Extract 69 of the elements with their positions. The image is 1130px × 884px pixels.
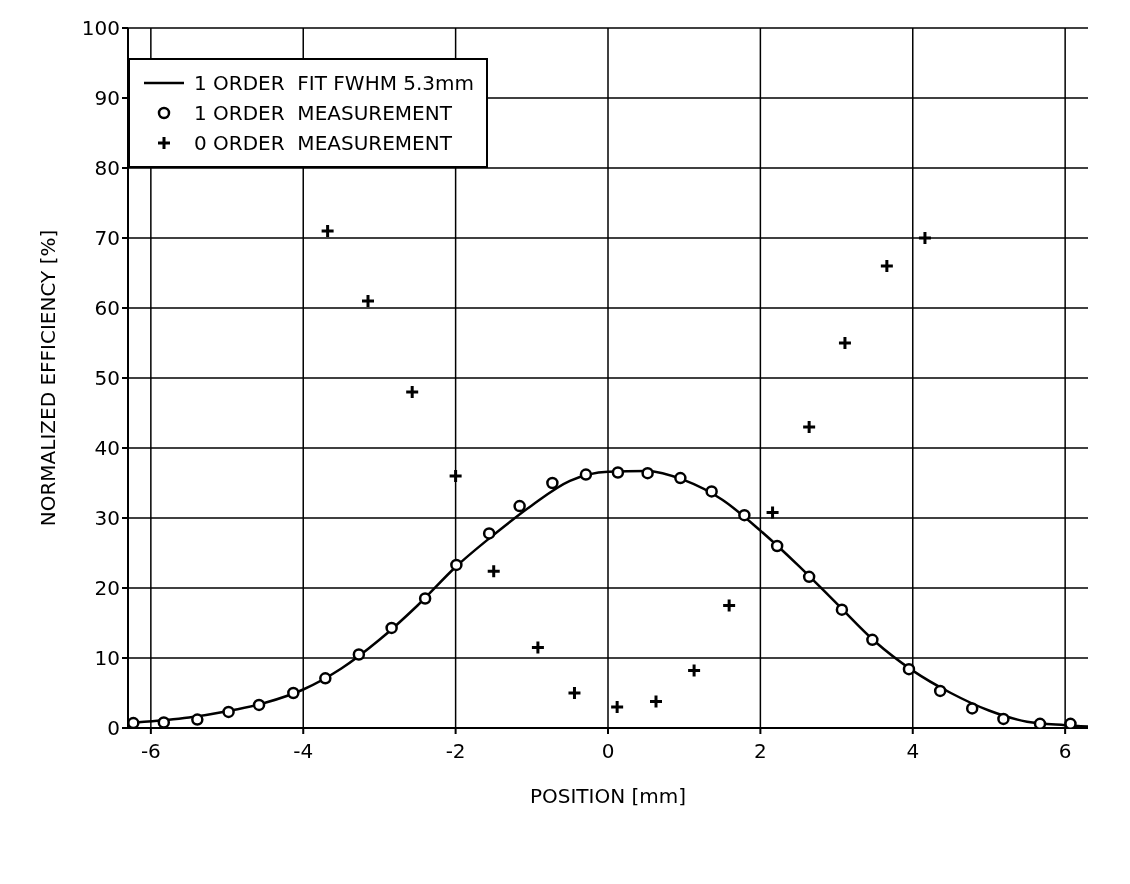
- point: [252, 698, 266, 712]
- point: [965, 702, 979, 715]
- y-axis-title: NORMALIZED EFFICIENCY [%]: [36, 229, 61, 527]
- point: [686, 663, 702, 679]
- point: [835, 603, 849, 616]
- x-tick-label: 6: [1058, 739, 1072, 764]
- point: [705, 485, 718, 498]
- point: [674, 471, 687, 485]
- y-tick-label: 70: [94, 226, 120, 251]
- x-tick-label: -2: [445, 739, 466, 764]
- point: [997, 712, 1010, 726]
- x-tick-label: 0: [601, 739, 615, 764]
- x-tick-label: -6: [140, 739, 161, 764]
- x-axis-title: POSITION [mm]: [529, 784, 687, 808]
- point: [866, 633, 879, 647]
- point: [802, 570, 816, 584]
- point: [546, 476, 559, 490]
- y-tick-label: 20: [94, 576, 120, 601]
- point: [191, 713, 204, 726]
- legend-label: 1 ORDER FIT FWHM 5.3mm: [194, 70, 475, 97]
- point: [641, 466, 654, 480]
- point: [879, 258, 895, 274]
- point: [450, 558, 463, 572]
- point: [611, 466, 625, 479]
- point: [1033, 717, 1047, 728]
- point: [319, 672, 332, 685]
- point: [770, 539, 784, 553]
- y-tick-label: 100: [81, 16, 120, 41]
- point: [418, 592, 432, 605]
- point: [530, 640, 546, 655]
- point: [404, 384, 420, 400]
- y-tick-label: 50: [94, 366, 120, 391]
- point: [157, 716, 171, 728]
- point: [360, 293, 376, 309]
- y-tick-label: 40: [94, 436, 120, 461]
- point: [513, 499, 526, 513]
- point: [486, 563, 502, 579]
- legend-label: 1 ORDER MEASUREMENT: [194, 100, 452, 127]
- point: [801, 419, 817, 435]
- point: [917, 230, 933, 246]
- x-tick-label: 2: [754, 739, 767, 764]
- point: [222, 705, 235, 719]
- point: [352, 648, 366, 661]
- y-tick-label: 80: [94, 156, 120, 181]
- y-tick-label: 90: [94, 86, 120, 111]
- point: [765, 504, 781, 520]
- point: [933, 684, 947, 698]
- point: [902, 662, 916, 676]
- point: [482, 527, 496, 540]
- x-tick-label: 4: [906, 739, 920, 764]
- y-tick-label: 60: [94, 296, 120, 321]
- point: [448, 468, 464, 484]
- legend-label: 0 ORDER MEASUREMENT: [194, 130, 452, 157]
- point: [721, 598, 737, 613]
- point: [579, 468, 593, 481]
- point: [320, 223, 336, 239]
- point: [385, 621, 398, 635]
- point: [837, 335, 853, 351]
- point: [128, 716, 140, 728]
- y-tick-label: 10: [94, 646, 120, 671]
- point: [287, 686, 300, 700]
- point: [1064, 717, 1077, 728]
- y-tick-label: 0: [107, 716, 120, 741]
- x-tick-label: -4: [293, 739, 314, 764]
- point: [648, 693, 664, 709]
- point: [738, 508, 751, 522]
- point: [566, 685, 582, 701]
- point: [609, 699, 625, 715]
- y-tick-label: 30: [94, 506, 120, 531]
